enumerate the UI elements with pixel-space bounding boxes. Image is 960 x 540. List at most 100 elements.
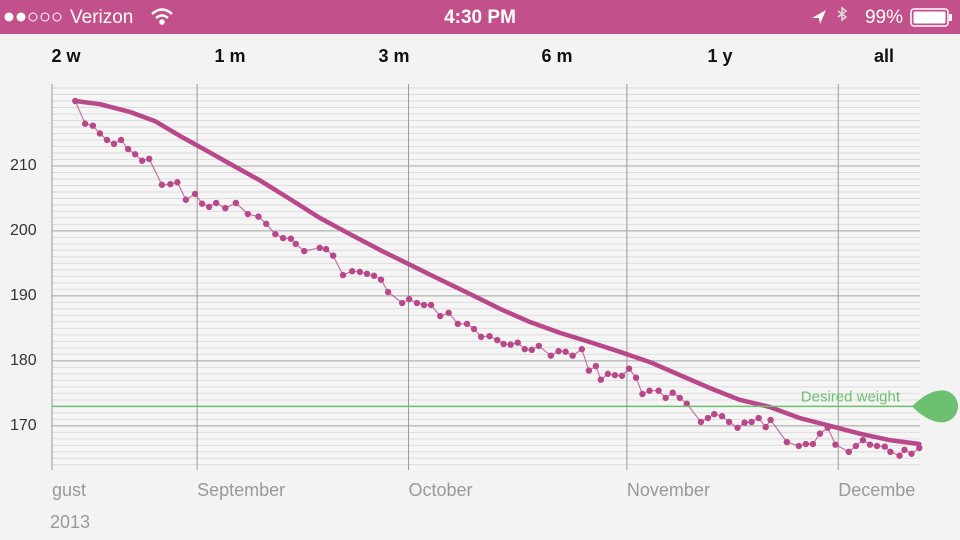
weight-point [734, 424, 741, 431]
weight-point [470, 325, 478, 333]
signal [4, 12, 62, 22]
battery-percent: 99% [865, 7, 903, 28]
weight-point [881, 443, 888, 450]
weight-point [908, 450, 915, 457]
range-tab[interactable]: all [874, 46, 894, 66]
weight-point [592, 362, 600, 370]
weight-point [81, 120, 89, 127]
weight-point [639, 390, 646, 398]
weight-point [832, 441, 839, 448]
weight-point [454, 320, 462, 328]
weight-point [852, 442, 860, 450]
weight-point [755, 414, 762, 422]
weight-point [413, 299, 421, 307]
weight-point [725, 418, 733, 426]
year-label: 2013 [50, 512, 90, 532]
weight-point [697, 418, 705, 426]
weight-point [398, 299, 406, 307]
weight-point [255, 213, 262, 220]
weight-point [292, 240, 299, 248]
x-tick-label: gust [52, 480, 86, 500]
weight-point [244, 210, 252, 218]
goal-handle[interactable] [912, 390, 958, 423]
carrier: Verizon [70, 7, 133, 28]
weight-point [262, 220, 270, 227]
weight-point [279, 234, 287, 242]
weight-point [859, 436, 867, 444]
weight-point [110, 140, 118, 148]
y-tick-label: 170 [10, 417, 37, 434]
range-tab[interactable]: 1 m [214, 46, 245, 66]
weight-point [585, 367, 593, 374]
weight-point [767, 416, 774, 424]
bluetooth-icon [837, 6, 848, 22]
weight-point [316, 244, 323, 252]
weight-point [182, 196, 190, 203]
weight-point [741, 419, 748, 426]
weight-point [611, 371, 619, 379]
weight-point [329, 252, 337, 259]
weight-point [117, 136, 125, 144]
weight-point [370, 272, 378, 279]
weight-point [356, 268, 364, 276]
weight-point [718, 412, 726, 420]
weight-point [507, 341, 514, 348]
weight-point [866, 441, 874, 448]
weight-point [676, 394, 683, 402]
weight-point [500, 340, 507, 348]
weight-point [477, 333, 485, 341]
weight-point [103, 136, 111, 144]
weight-point [384, 288, 392, 296]
weight-point [146, 155, 153, 163]
weight-point [845, 448, 853, 456]
weight-point [222, 204, 229, 212]
weight-point [683, 400, 690, 407]
y-tick-label: 200 [10, 222, 37, 239]
weight-point [272, 230, 279, 238]
range-tab[interactable]: 1 y [707, 46, 732, 66]
range-tab[interactable]: 6 m [541, 46, 572, 66]
weight-point [562, 348, 569, 355]
weight-point [167, 180, 174, 188]
weight-point [124, 145, 132, 153]
weight-point [783, 438, 791, 446]
weight-point [514, 339, 521, 346]
weight-point [748, 418, 755, 426]
weight-point [547, 352, 555, 359]
range-tab[interactable]: 2 w [51, 46, 81, 66]
weight-point [528, 346, 535, 354]
weight-point [212, 199, 220, 207]
weight-point [802, 440, 810, 448]
weight-point [494, 336, 501, 344]
wifi [151, 8, 173, 25]
y-tick-label: 190 [10, 287, 37, 304]
location-icon [812, 10, 826, 24]
weight-point [711, 410, 718, 418]
weight-point [287, 235, 295, 242]
x-tick-label: October [409, 480, 473, 500]
plot: 170 180 190 200 210 gust September October Novem… [10, 84, 958, 500]
weight-point [662, 394, 669, 402]
weight-point [578, 345, 586, 353]
weight-point [232, 199, 240, 207]
weight-point [762, 423, 769, 431]
weight-point [322, 245, 330, 253]
x-tick-label: Decembe [838, 480, 915, 500]
x-tick-label: November [627, 480, 710, 500]
range-tabs: 2 w 1 m 3 m 6 m 1 y all [51, 46, 894, 66]
weight-point [625, 365, 633, 372]
weight-point [89, 122, 97, 129]
weight-point [569, 352, 576, 359]
weight-point [174, 179, 181, 186]
clock: 4:30 PM [444, 7, 516, 28]
weight-point [427, 301, 435, 309]
weight-point [795, 442, 803, 450]
range-tab[interactable]: 3 m [378, 46, 409, 66]
x-tick-label: September [197, 480, 285, 500]
battery-icon [910, 8, 952, 27]
y-tick-label: 180 [10, 352, 37, 369]
weight-point [535, 342, 543, 350]
weight-point [809, 440, 817, 448]
